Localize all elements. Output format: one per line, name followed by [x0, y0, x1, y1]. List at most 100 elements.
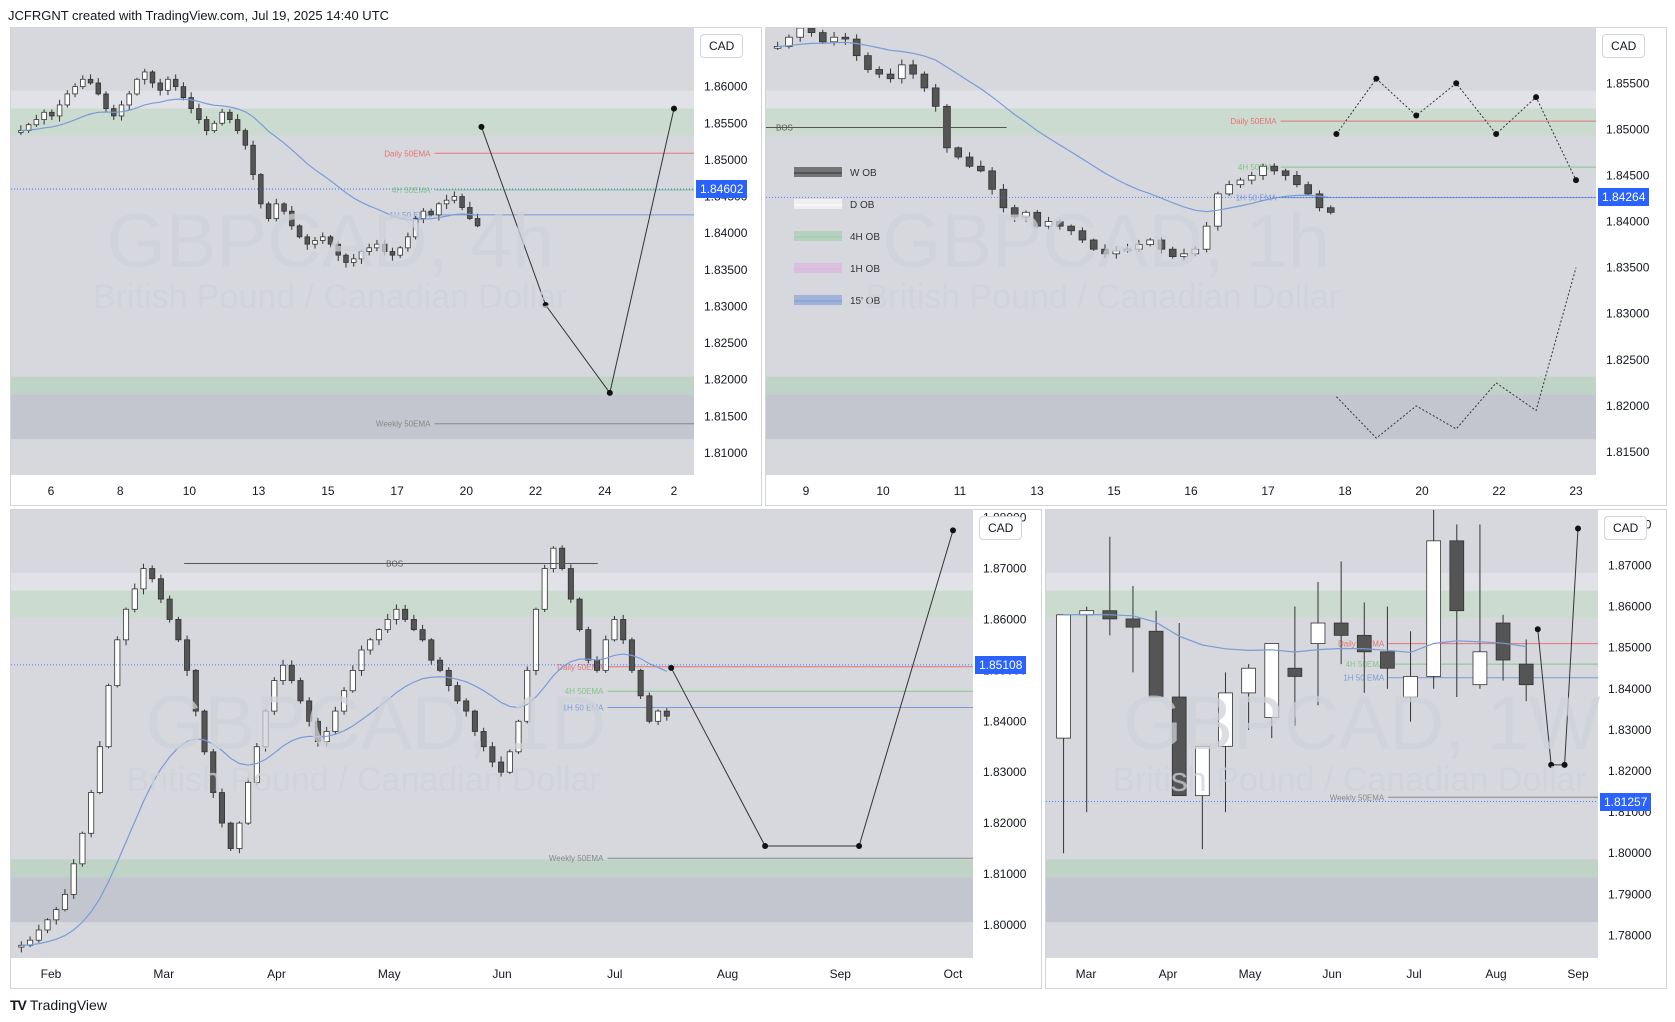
candle — [114, 639, 121, 687]
y-tick-label: 1.82000 — [983, 816, 1027, 830]
candle — [265, 203, 272, 219]
candle — [165, 78, 171, 91]
chart-panel-3[interactable]: Daily 50EMA 4H 50EMA 1H 50 EMA Weekly 50EMA… — [10, 509, 1042, 989]
candle — [210, 751, 217, 793]
candle — [988, 170, 996, 190]
zone-band — [11, 376, 694, 395]
candle — [1426, 540, 1442, 677]
projection-point — [1573, 177, 1579, 184]
candle — [149, 568, 156, 580]
candle — [219, 111, 225, 124]
x-tick-label: Jul — [1406, 967, 1421, 981]
time-axis[interactable] — [1046, 958, 1598, 988]
currency-label[interactable]: CAD — [1602, 34, 1646, 58]
candle — [131, 588, 138, 610]
candle — [480, 731, 487, 748]
currency-label[interactable]: CAD — [979, 516, 1023, 540]
last-price-tag: 1.84264 — [1598, 188, 1650, 207]
y-tick-label: 1.85500 — [704, 116, 748, 130]
y-tick-label: 1.86000 — [704, 80, 748, 94]
currency-label[interactable]: CAD — [1604, 516, 1648, 540]
candle — [999, 188, 1008, 209]
candle — [954, 147, 963, 158]
y-tick-label: 1.85000 — [1608, 641, 1652, 655]
footer-brand[interactable]: TradingView — [29, 997, 107, 1013]
candle — [977, 165, 985, 172]
tradingview-logo-icon: TV — [10, 997, 27, 1013]
y-tick-label: 1.86000 — [983, 612, 1027, 626]
symbol-watermark: GBPCAD, 1D — [145, 681, 607, 767]
footer: TV TradingView — [10, 997, 107, 1013]
projection-point — [1453, 80, 1460, 87]
currency-label[interactable]: CAD — [700, 34, 744, 58]
projection-point — [950, 527, 956, 534]
x-tick-label: 8 — [117, 484, 124, 498]
candle — [585, 629, 592, 661]
time-axis[interactable] — [11, 958, 973, 988]
x-tick-label: 20 — [460, 484, 474, 498]
y-tick-label: 1.81500 — [1606, 445, 1650, 459]
candle — [250, 144, 256, 175]
last-price-tag: 1.84602 — [696, 180, 748, 199]
x-tick-label: Aug — [717, 967, 738, 981]
candle — [61, 893, 68, 911]
y-tick-label: 1.83000 — [1606, 307, 1650, 321]
projection-point — [478, 123, 485, 130]
candle — [1171, 696, 1187, 797]
candle — [1044, 221, 1053, 227]
candle — [852, 38, 861, 57]
candle — [886, 73, 895, 80]
last-price-tag: 1.81257 — [1600, 792, 1652, 811]
projection-point — [1534, 626, 1541, 633]
candle — [236, 822, 243, 849]
projection-point — [542, 301, 549, 308]
price-axis[interactable] — [1598, 510, 1666, 988]
candle — [358, 649, 365, 671]
candle — [864, 55, 872, 70]
chart-svg[interactable]: Daily 50EMA 4H 50EMA 1H 50 EMA W OB D OB 4H O… — [766, 28, 1666, 505]
candle — [306, 700, 313, 722]
candle — [296, 225, 303, 238]
symbol-description-watermark: British Pound / Canadian Dollar — [1112, 760, 1587, 799]
candle — [841, 36, 850, 40]
candle — [410, 619, 417, 631]
ema-curve — [21, 653, 668, 946]
x-tick-label: 10 — [876, 484, 890, 498]
chart-panel-2[interactable]: Daily 50EMA 4H 50EMA 1H 50 EMA W OB D OB 4H O… — [765, 27, 1667, 506]
candle — [374, 243, 380, 249]
candle — [1180, 253, 1188, 257]
projection-point — [856, 843, 863, 849]
price-axis[interactable] — [1596, 28, 1666, 505]
price-axis[interactable] — [973, 510, 1041, 988]
y-tick-label: 1.79000 — [1608, 887, 1652, 901]
candle — [184, 639, 191, 671]
time-axis[interactable] — [11, 475, 694, 505]
candle — [44, 919, 51, 931]
y-tick-label: 1.78000 — [1608, 928, 1652, 942]
candle — [454, 685, 461, 702]
ema-label: 1H 50 EMA — [390, 211, 432, 220]
price-axis[interactable] — [694, 28, 761, 505]
chart-panel-1[interactable]: Daily 50EMA 4H 50EMA 1H 50 EMA Weekly 50EMA… — [10, 27, 762, 506]
x-tick-label: Oct — [944, 967, 963, 981]
candle — [898, 64, 906, 80]
candle — [349, 669, 356, 692]
candle — [297, 680, 304, 702]
candle — [506, 751, 513, 773]
candle — [134, 78, 140, 95]
y-tick-label: 1.83000 — [704, 299, 748, 313]
ema-label: Daily 50EMA — [384, 149, 431, 158]
candle — [920, 73, 929, 89]
x-tick-label: 17 — [1261, 484, 1275, 498]
projection-point — [1373, 75, 1380, 82]
projection-point — [671, 105, 677, 112]
time-axis[interactable] — [766, 475, 1596, 505]
projection-path — [480, 108, 675, 395]
ema-curve — [1063, 613, 1527, 654]
x-tick-label: May — [1239, 967, 1262, 981]
candle — [35, 929, 42, 941]
